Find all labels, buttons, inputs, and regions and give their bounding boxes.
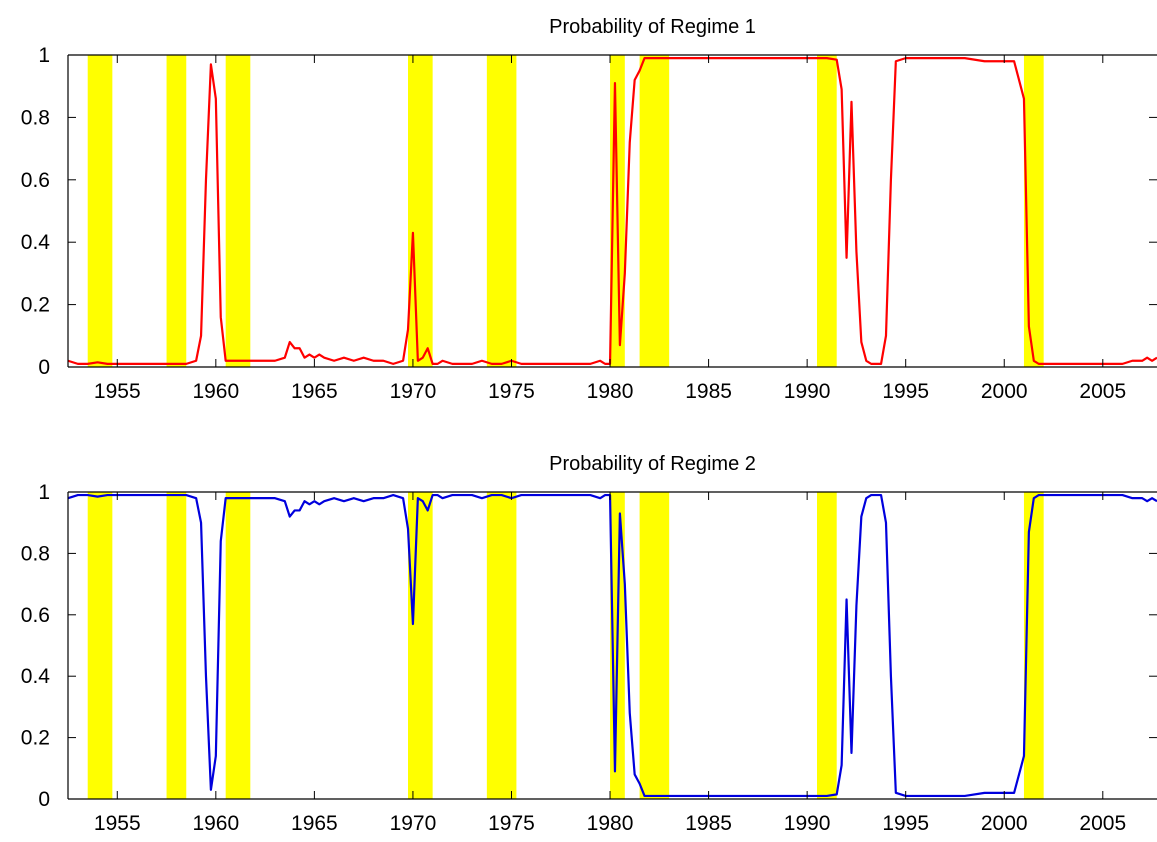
- shaded-period: [87, 492, 113, 799]
- series-line-1: [67, 57, 1157, 365]
- y-tick-label: 0.4: [21, 665, 51, 688]
- shaded-period: [166, 55, 187, 367]
- y-tick-label: 0.4: [21, 231, 51, 254]
- x-tick-label: 1960: [192, 380, 239, 403]
- x-tick-label: 1980: [587, 812, 634, 835]
- shaded-period: [486, 55, 517, 367]
- x-tick-label: 1975: [488, 812, 535, 835]
- x-tick-label: 1960: [192, 812, 239, 835]
- x-tick-label: 1970: [390, 812, 437, 835]
- x-tick-label: 1975: [488, 380, 535, 403]
- y-tick-label: 0.2: [21, 294, 50, 317]
- x-tick-label: 1955: [94, 380, 141, 403]
- shaded-period: [816, 492, 837, 799]
- x-tick-label: 1985: [685, 380, 732, 403]
- shaded-period: [225, 492, 251, 799]
- shaded-period: [486, 492, 517, 799]
- y-tick-label: 0.2: [21, 727, 50, 750]
- y-tick-label: 0: [38, 788, 50, 811]
- shaded-period: [816, 55, 837, 367]
- chart-title: Probability of Regime 2: [549, 453, 756, 475]
- x-tick-label: 2005: [1079, 380, 1126, 403]
- chart-panel-2: 0 0.2 0.4 0.6 0.8 1 1955 1960 1965 1970 1975 1980 19…: [21, 453, 1157, 835]
- x-tick-label: 1990: [784, 380, 831, 403]
- y-tick-label: 0.8: [21, 542, 50, 565]
- x-tick-label: 1980: [587, 380, 634, 403]
- x-tick-label: 2000: [981, 812, 1028, 835]
- x-tick-label: 1955: [94, 812, 141, 835]
- x-tick-label: 1965: [291, 812, 338, 835]
- shaded-period: [408, 492, 433, 799]
- x-tick-label: 1985: [685, 812, 732, 835]
- x-tick-label: 2000: [981, 380, 1028, 403]
- shaded-period: [639, 492, 670, 799]
- chart-panel-1: 0 0.2 0.4 0.6 0.8 1 1955 1960 1965 1970 1975 1980 19…: [21, 16, 1157, 403]
- series-line-1: [67, 493, 1157, 798]
- shaded-period: [87, 55, 113, 367]
- chart-title: Probability of Regime 1: [549, 16, 756, 38]
- shaded-period: [225, 55, 251, 367]
- x-tick-label: 2005: [1079, 812, 1126, 835]
- x-tick-label: 1970: [390, 380, 437, 403]
- x-tick-label: 1995: [882, 380, 929, 403]
- y-tick-label: 0.6: [21, 604, 50, 627]
- x-tick-label: 1965: [291, 380, 338, 403]
- shaded-period: [639, 55, 670, 367]
- y-tick-label: 0.8: [21, 106, 50, 129]
- shaded-period: [408, 55, 433, 367]
- x-tick-label: 1990: [784, 812, 831, 835]
- x-tick-label: 1995: [882, 812, 929, 835]
- y-tick-label: 0: [38, 356, 50, 379]
- y-tick-label: 0.6: [21, 169, 50, 192]
- shaded-period: [166, 492, 187, 799]
- y-tick-label: 1: [38, 44, 50, 67]
- y-tick-label: 1: [38, 481, 50, 504]
